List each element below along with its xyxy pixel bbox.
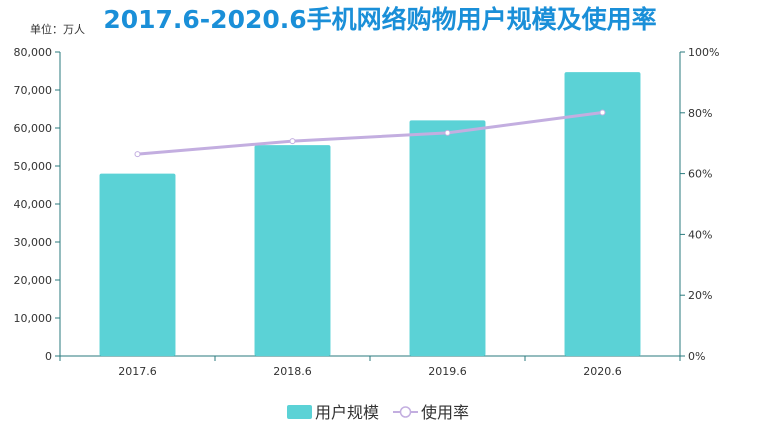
legend[interactable]: 用户规模 使用率: [287, 403, 469, 422]
legend-label-bar: 用户规模: [315, 403, 379, 422]
right-tick-label: 100%: [688, 46, 719, 59]
unit-label: 单位：万人: [30, 22, 85, 36]
chart-title: 2017.6-2020.6手机网络购物用户规模及使用率: [103, 5, 656, 34]
x-tick-label: 2019.6: [428, 365, 467, 378]
left-tick-label: 20,000: [14, 274, 53, 287]
x-tick-label: 2017.6: [118, 365, 157, 378]
left-tick-label: 60,000: [14, 122, 53, 135]
bars-group: [99, 72, 641, 357]
left-tick-label: 10,000: [14, 312, 53, 325]
x-tick-label: 2018.6: [273, 365, 312, 378]
left-tick-label: 80,000: [14, 46, 53, 59]
axes-group: 0 10,000 20,000 30,000 40,000 50,000 60,000 70,…: [14, 46, 720, 378]
series-line: [136, 110, 604, 156]
bar: [564, 72, 641, 356]
line-point: [444, 129, 451, 136]
left-tick-label: 40,000: [14, 198, 53, 211]
left-tick-label: 0: [45, 350, 52, 363]
x-tick-label: 2020.6: [583, 365, 622, 378]
right-tick-label: 40%: [688, 228, 712, 241]
legend-label-line: 使用率: [421, 403, 469, 422]
bar: [99, 173, 176, 356]
left-tick-label: 70,000: [14, 84, 53, 97]
left-tick-label: 50,000: [14, 160, 53, 173]
bar: [409, 120, 486, 357]
right-tick-label: 80%: [688, 107, 712, 120]
bar: [254, 145, 331, 356]
right-tick-label: 0%: [688, 350, 705, 363]
line-group: [134, 109, 606, 158]
right-tick-label: 60%: [688, 168, 712, 181]
legend-swatch-marker: [399, 406, 412, 418]
line-point: [599, 109, 606, 116]
legend-swatch-bar: [287, 405, 312, 419]
line-point: [289, 138, 296, 145]
line-point: [134, 151, 141, 158]
right-tick-label: 20%: [688, 289, 712, 302]
left-tick-label: 30,000: [14, 236, 53, 249]
